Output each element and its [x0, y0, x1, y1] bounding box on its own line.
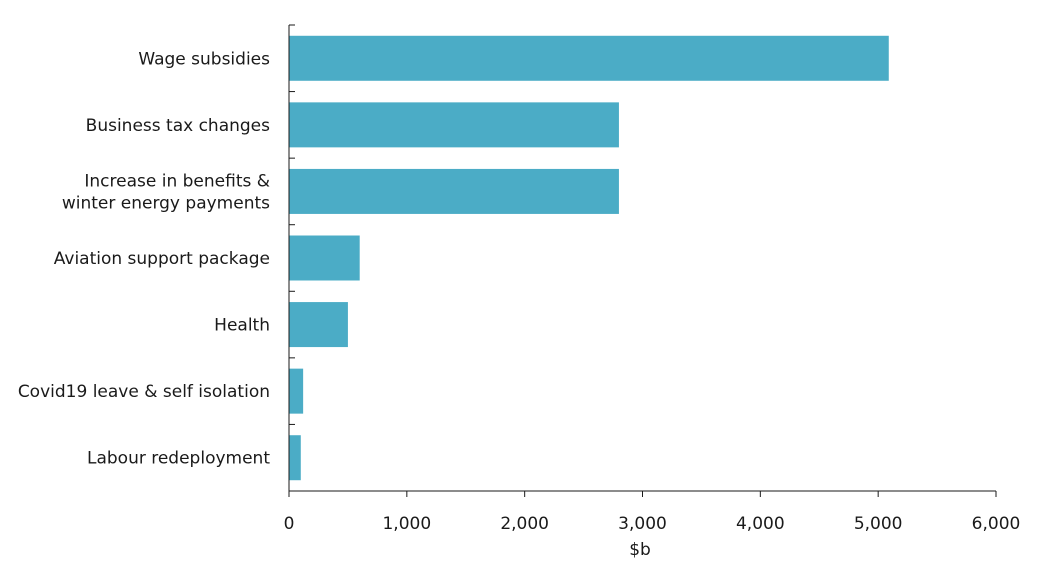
x-tick-labels: 0 1,000 2,000 3,000 4,000 5,000 6,000	[284, 514, 1021, 534]
category-label-line: Business tax changes	[86, 116, 270, 136]
category-label: Health	[214, 316, 270, 336]
category-label: Wage subsidies	[138, 49, 270, 69]
bar	[289, 302, 348, 348]
category-label: Increase in benefits & winter energy paym…	[62, 171, 270, 213]
x-axis	[288, 490, 997, 497]
x-tick-label: 0	[284, 514, 295, 534]
category-label-line: winter energy payments	[62, 193, 270, 213]
bar	[289, 35, 889, 81]
category-labels: Wage subsidies Business tax changes Increa…	[18, 49, 271, 468]
x-tick-label: 1,000	[382, 514, 431, 534]
category-label-line: Covid19 leave & self isolation	[18, 382, 270, 402]
category-label: Covid19 leave & self isolation	[18, 382, 270, 402]
category-label-line: Wage subsidies	[138, 49, 270, 69]
bar	[289, 368, 304, 414]
x-tick-label: 3,000	[618, 514, 667, 534]
bar	[289, 168, 619, 214]
bar	[289, 235, 360, 281]
category-label-line: Health	[214, 316, 270, 336]
category-label-line: Labour redeployment	[87, 449, 270, 469]
category-label: Aviation support package	[54, 249, 270, 269]
category-label: Labour redeployment	[87, 449, 270, 469]
x-tick-label: 4,000	[736, 514, 785, 534]
category-label-line: Increase in benefits &	[84, 171, 270, 191]
x-tick-label: 2,000	[500, 514, 549, 534]
category-label: Business tax changes	[86, 116, 270, 136]
x-tick-label: 5,000	[854, 514, 903, 534]
x-axis-title: $b	[629, 540, 651, 560]
x-tick-label: 6,000	[972, 514, 1021, 534]
bars-group	[289, 35, 889, 481]
category-label-line: Aviation support package	[54, 249, 270, 269]
bar	[289, 435, 301, 481]
bar	[289, 102, 619, 148]
